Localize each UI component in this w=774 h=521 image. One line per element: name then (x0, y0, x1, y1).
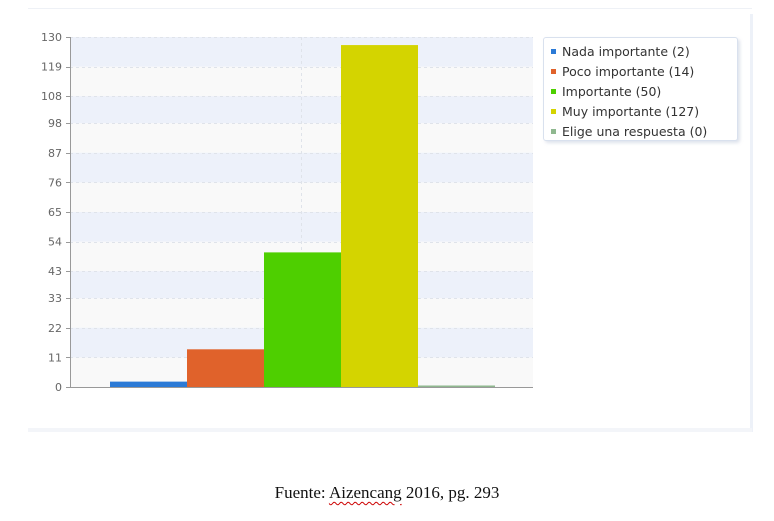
legend-label: Nada importante (2) (562, 43, 690, 59)
legend-item-2: Poco importante (14) (551, 61, 737, 81)
y-tick-label: 11 (48, 351, 62, 364)
bar-2 (187, 349, 264, 387)
legend-label: Poco importante (14) (562, 63, 695, 79)
legend-swatch (551, 48, 556, 54)
y-tick-label: 119 (41, 61, 62, 74)
legend-swatch (551, 88, 556, 94)
y-tick-label: 76 (48, 176, 62, 189)
legend-item-4: Muy importante (127) (551, 101, 737, 121)
chart-legend: Nada importante (2) Poco importante (14) I… (543, 37, 738, 141)
y-tick-label: 98 (48, 117, 62, 130)
y-tick-label: 65 (48, 206, 62, 219)
legend-label: Elige una respuesta (0) (562, 123, 708, 139)
legend-item-5: Elige una respuesta (0) (551, 121, 737, 141)
legend-label: Muy importante (127) (562, 103, 700, 119)
bar-3 (264, 252, 341, 387)
legend-label: Importante (50) (562, 83, 662, 99)
y-tick-label: 22 (48, 322, 62, 335)
panel-edge (750, 14, 753, 432)
caption-prefix: Fuente: (274, 483, 329, 502)
y-tick-label: 0 (55, 381, 62, 394)
bar-1 (110, 381, 187, 387)
caption-author: Aizencang (328, 483, 402, 502)
y-tick-label: 130 (41, 31, 62, 44)
figure-caption: Fuente: Aizencang 2016, pg. 293 (0, 483, 774, 503)
y-tick-label: 33 (48, 292, 62, 305)
caption-suffix: 2016, pg. 293 (401, 483, 500, 502)
y-tick-label: 87 (48, 147, 62, 160)
bar-chart: 0 11 22 33 43 54 65 76 87 98 108 119 130 (41, 31, 533, 394)
y-tick-label: 43 (48, 265, 62, 278)
bar-5 (418, 385, 495, 387)
panel-bottom (28, 428, 752, 432)
y-tick-label: 54 (48, 236, 62, 249)
legend-item-1: Nada importante (2) (551, 41, 737, 61)
legend-item-3: Importante (50) (551, 81, 737, 101)
legend-swatch (551, 108, 556, 114)
bar-4 (341, 45, 418, 387)
legend-swatch (551, 68, 556, 74)
legend-swatch (551, 128, 556, 134)
y-tick-label: 108 (41, 90, 62, 103)
